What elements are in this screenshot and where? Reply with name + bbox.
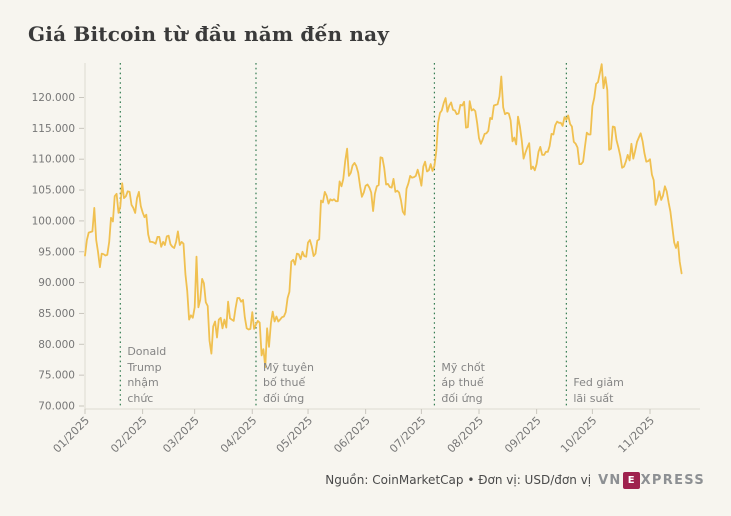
event-lines-layer bbox=[119, 63, 567, 408]
x-tick-label: 11/2025 bbox=[616, 414, 658, 456]
event-annotation-line: đối ứng bbox=[441, 391, 483, 405]
x-tick-label: 04/2025 bbox=[218, 414, 260, 456]
y-tick-label: 110.000 bbox=[32, 154, 75, 166]
logo-text-xpress: XPRESS bbox=[640, 472, 705, 488]
event-annotation: Donald Trump nhậm chức bbox=[127, 344, 166, 406]
vnexpress-logo: VN E XPRESS bbox=[598, 471, 705, 489]
price-series-layer bbox=[84, 63, 683, 368]
chart-footer: Nguồn: CoinMarketCap • Đơn vị: USD/đơn v… bbox=[325, 470, 705, 490]
x-tick-label: 07/2025 bbox=[387, 414, 429, 456]
event-annotation: Mỹ tuyên bố thuế đối ứng bbox=[263, 360, 314, 407]
source-and-unit-text: Nguồn: CoinMarketCap • Đơn vị: USD/đơn v… bbox=[325, 473, 592, 487]
price-line bbox=[84, 63, 683, 368]
x-tick-label: 10/2025 bbox=[558, 414, 600, 456]
x-tick-label: 05/2025 bbox=[274, 414, 316, 456]
y-tick-label: 100.000 bbox=[32, 215, 75, 227]
event-annotation-line: áp thuế bbox=[441, 376, 484, 389]
event-annotation-line: Mỹ chốt bbox=[441, 360, 485, 374]
event-annotation-line: Trump bbox=[127, 360, 162, 374]
y-tick-label: 75.000 bbox=[38, 370, 75, 382]
event-annotation-line: đối ứng bbox=[262, 391, 305, 405]
logo-e-icon: E bbox=[622, 471, 640, 489]
chart-title: Giá Bitcoin từ đầu năm đến nay bbox=[28, 22, 390, 46]
event-annotation-line: bố thuế bbox=[262, 376, 306, 389]
y-tick-label: 120.000 bbox=[32, 92, 75, 104]
x-tick-label: 03/2025 bbox=[160, 414, 202, 456]
x-tick-label: 08/2025 bbox=[445, 414, 487, 456]
y-tick-label: 90.000 bbox=[38, 277, 75, 289]
x-tick-label: 06/2025 bbox=[331, 414, 373, 456]
event-annotation-line: Donald bbox=[127, 345, 167, 358]
event-annotation-line: Fed giảm bbox=[573, 376, 624, 389]
logo-text-vn: VN bbox=[598, 472, 622, 488]
x-tick-label: 02/2025 bbox=[108, 414, 150, 456]
event-annotation-line: nhậm bbox=[127, 376, 159, 389]
event-annotation-line: chức bbox=[127, 391, 154, 405]
x-tick-label: 09/2025 bbox=[502, 414, 544, 456]
event-annotation-line: Mỹ tuyên bbox=[262, 360, 315, 374]
y-tick-label: 85.000 bbox=[38, 308, 75, 320]
y-tick-label: 105.000 bbox=[32, 185, 75, 197]
y-tick-label: 115.000 bbox=[32, 123, 75, 135]
y-tick-label: 80.000 bbox=[38, 339, 75, 351]
y-tick-label: 95.000 bbox=[38, 246, 75, 258]
event-annotation: Mỹ chốt áp thuế đối ứng bbox=[441, 360, 485, 407]
y-tick-label: 70.000 bbox=[38, 401, 75, 413]
event-annotation-line: lãi suất bbox=[573, 391, 614, 405]
event-annotation: Fed giảm lãi suất bbox=[573, 375, 623, 406]
x-tick-label: 01/2025 bbox=[51, 414, 93, 456]
